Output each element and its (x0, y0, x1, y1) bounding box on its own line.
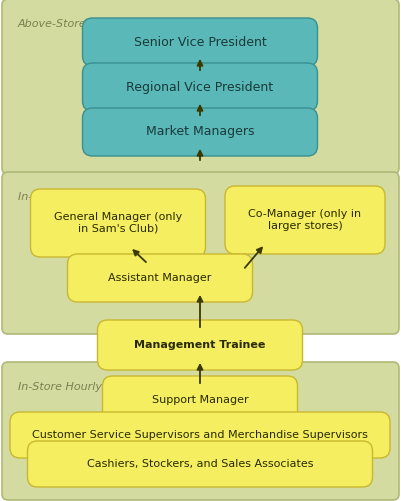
FancyBboxPatch shape (83, 63, 318, 111)
Text: Market Managers: Market Managers (146, 125, 254, 138)
FancyBboxPatch shape (83, 18, 318, 66)
Text: Above-Store Managers: Above-Store Managers (18, 19, 145, 29)
FancyBboxPatch shape (10, 412, 390, 458)
Text: Co-Manager (only in
larger stores): Co-Manager (only in larger stores) (249, 209, 362, 231)
FancyBboxPatch shape (30, 189, 205, 257)
Text: Senior Vice President: Senior Vice President (134, 36, 266, 49)
FancyBboxPatch shape (67, 254, 253, 302)
Text: General Manager (only
in Sam's Club): General Manager (only in Sam's Club) (54, 212, 182, 234)
FancyBboxPatch shape (225, 186, 385, 254)
Text: Support Manager: Support Manager (152, 395, 248, 405)
FancyBboxPatch shape (28, 441, 373, 487)
Text: Regional Vice President: Regional Vice President (126, 81, 273, 94)
Text: Customer Service Supervisors and Merchandise Supervisors: Customer Service Supervisors and Merchan… (32, 430, 368, 440)
FancyBboxPatch shape (2, 172, 399, 334)
FancyBboxPatch shape (2, 0, 399, 174)
Text: Assistant Manager: Assistant Manager (108, 273, 212, 283)
Text: Management Trainee: Management Trainee (134, 340, 266, 350)
Text: Cashiers, Stockers, and Sales Associates: Cashiers, Stockers, and Sales Associates (87, 459, 313, 469)
FancyBboxPatch shape (2, 362, 399, 500)
FancyBboxPatch shape (103, 376, 298, 424)
FancyBboxPatch shape (97, 320, 302, 370)
Text: In-Store Hourly Workers: In-Store Hourly Workers (18, 382, 152, 392)
FancyBboxPatch shape (83, 108, 318, 156)
Text: In-Store Managers: In-Store Managers (18, 192, 120, 202)
